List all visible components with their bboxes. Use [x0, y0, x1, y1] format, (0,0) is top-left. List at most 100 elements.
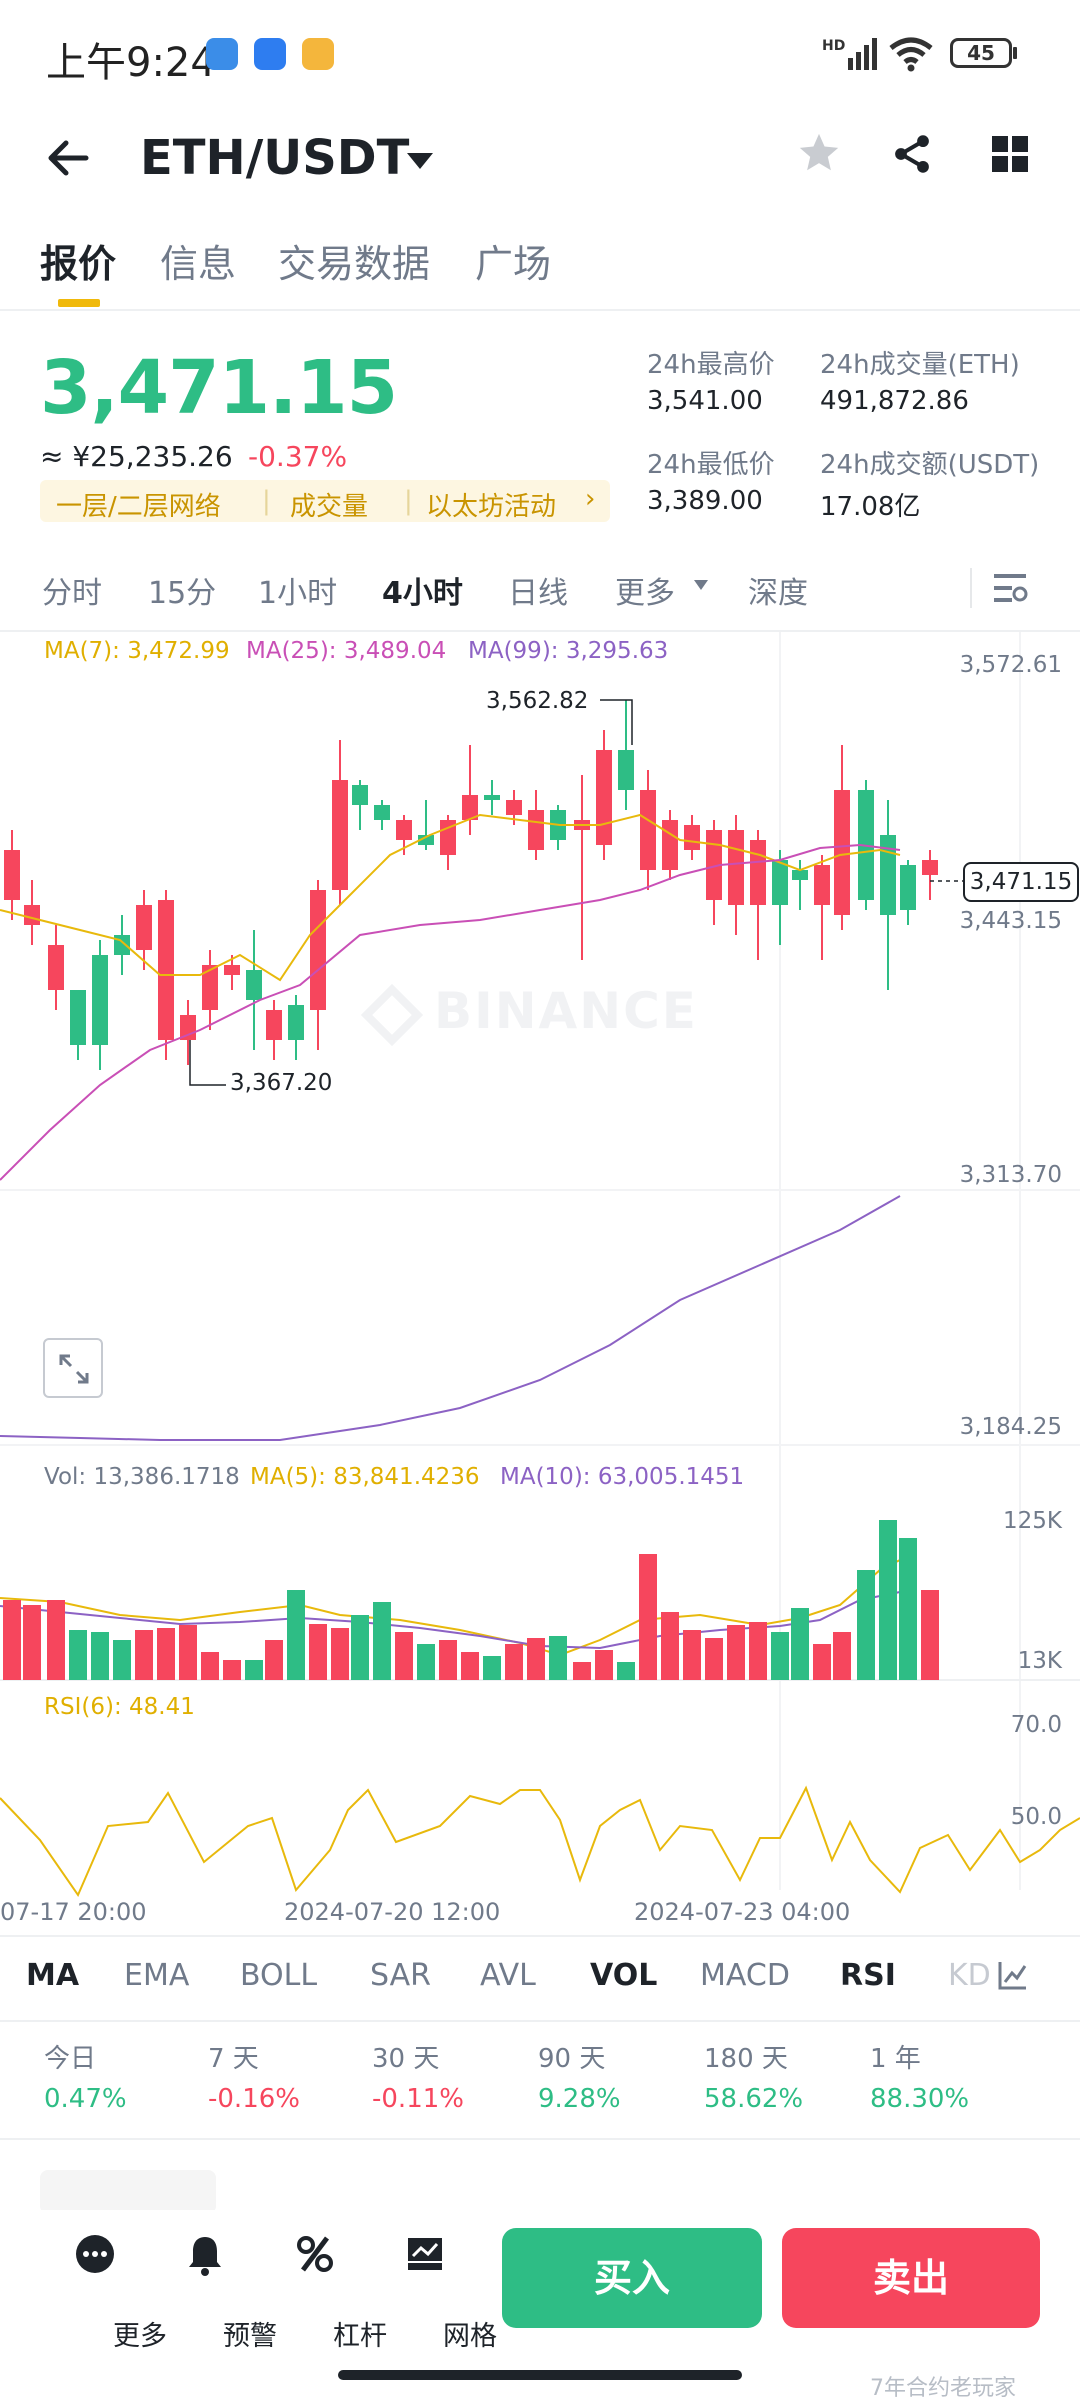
indicator-boll[interactable]: BOLL [240, 1958, 318, 1993]
interval-more[interactable]: 更多 [615, 576, 675, 611]
tag-bar[interactable]: 一层/二层网络 | 成交量 | 以太坊活动 › [40, 480, 610, 522]
vol-usdt-label: 24h成交额(USDT) [820, 450, 1040, 480]
candle-body [728, 830, 744, 905]
buy-button[interactable]: 买入 [502, 2228, 762, 2328]
high-annotation-leader [600, 699, 633, 745]
fullscreen-button[interactable] [43, 1338, 103, 1398]
vol-usdt-value: 17.08亿 [820, 492, 921, 522]
price-axis-mid: 3,443.15 [959, 908, 1062, 934]
volume-bar [23, 1605, 41, 1680]
indicator-ema[interactable]: EMA [124, 1958, 190, 1993]
perf-value-7d: -0.16% [208, 2084, 300, 2114]
candle-body [288, 1005, 304, 1040]
current-price-tag: 3,471.15 [963, 862, 1079, 902]
status-time: 上午9:24 [46, 40, 216, 86]
tab-quote[interactable]: 报价 [40, 242, 117, 286]
candle-body [662, 820, 678, 870]
volume-bar [201, 1652, 219, 1680]
cny-price: ≈ ¥25,235.26 [40, 440, 233, 473]
corner-watermark: 7年合约老玩家 [870, 2376, 1016, 2400]
candle-body [640, 790, 656, 870]
candle-body [374, 805, 390, 820]
bell-icon [189, 2237, 221, 2276]
tag-volume[interactable]: 成交量 [290, 492, 369, 522]
vol-axis-bottom: 13K [1017, 1648, 1062, 1674]
candle-body [332, 780, 348, 890]
indicator-settings-icon[interactable] [996, 1958, 1030, 1992]
ma7-legend: MA(7): 3,472.99 [44, 638, 230, 664]
low-annotation-leader [189, 1040, 226, 1086]
indicator-vol[interactable]: VOL [590, 1958, 658, 1993]
rsi-axis-50: 50.0 [1010, 1804, 1062, 1830]
volume-bar [157, 1628, 175, 1680]
interval-1h[interactable]: 1小时 [258, 576, 338, 611]
price-axis-bottom: 3,184.25 [959, 1414, 1062, 1440]
vol-legend: Vol: 13,386.1718 [44, 1464, 240, 1490]
volume-bar [439, 1640, 457, 1680]
candle-body [684, 825, 700, 850]
order-book-tab-peek[interactable] [40, 2170, 216, 2214]
grid-menu-icon[interactable] [990, 134, 1030, 174]
interval-timeline[interactable]: 分时 [42, 576, 102, 611]
candle-body [528, 810, 544, 850]
star-icon[interactable] [796, 130, 842, 176]
indicator-macd[interactable]: MACD [700, 1958, 790, 1993]
tag-eth-activity[interactable]: 以太坊活动 [426, 492, 557, 522]
vol-eth-label: 24h成交量(ETH) [820, 350, 1020, 380]
sell-button[interactable]: 卖出 [782, 2228, 1040, 2328]
nav-margin-label: 杠杆 [333, 2321, 387, 2352]
candle-body [48, 945, 64, 990]
volume-bar [113, 1640, 131, 1680]
chart-settings-icon[interactable] [990, 570, 1030, 606]
volume-bar [705, 1638, 723, 1680]
back-arrow-icon[interactable] [44, 134, 92, 182]
perf-label-7d: 7 天 [208, 2044, 259, 2074]
indicator-sar[interactable]: SAR [370, 1958, 431, 1993]
expand-icon [59, 1354, 89, 1384]
share-icon[interactable] [890, 132, 934, 176]
volume-bar [135, 1630, 153, 1680]
ma99-legend: MA(99): 3,295.63 [468, 638, 669, 664]
high-annotation: 3,562.82 [486, 688, 589, 714]
caret-down-icon[interactable] [405, 150, 435, 172]
candle-body [136, 905, 152, 950]
top-tabs: 报价 信息 交易数据 广场 [0, 225, 1080, 310]
percent-icon [297, 2236, 333, 2272]
rsi-line [0, 1785, 1080, 1898]
candle-body [396, 820, 412, 840]
indicator-kd[interactable]: KD [948, 1958, 991, 1993]
volume-bar [527, 1638, 545, 1680]
pair-title[interactable]: ETH/USDT [140, 130, 410, 186]
interval-1d[interactable]: 日线 [508, 576, 568, 611]
lark-icon [254, 38, 286, 70]
interval-depth[interactable]: 深度 [748, 576, 808, 611]
tab-info[interactable]: 信息 [160, 242, 237, 286]
price-chart[interactable] [0, 630, 1080, 1930]
tab-square[interactable]: 广场 [475, 242, 552, 286]
interval-4h[interactable]: 4小时 [382, 576, 463, 611]
indicator-ma[interactable]: MA [26, 1958, 80, 1993]
battery-tip [1013, 47, 1017, 59]
volume-bar [813, 1644, 831, 1680]
perf-label-90d: 90 天 [538, 2044, 606, 2074]
tab-trading-data[interactable]: 交易数据 [278, 242, 431, 286]
header: ETH/USDT [0, 110, 1080, 220]
volume-bar [857, 1570, 875, 1680]
perf-label-today: 今日 [44, 2044, 97, 2074]
indicator-avl[interactable]: AVL [480, 1958, 536, 1993]
ma7-line [0, 813, 901, 982]
perf-label-180d: 180 天 [704, 2044, 788, 2074]
time-label: 07-17 20:00 [0, 1898, 147, 1926]
time-label: 2024-07-20 12:00 [284, 1898, 501, 1926]
divider [0, 2138, 1080, 2140]
perf-value-1y: 88.30% [870, 2084, 970, 2114]
interval-15m[interactable]: 15分 [148, 576, 217, 611]
volume-bar [373, 1602, 391, 1680]
tag-layer-network[interactable]: 一层/二层网络 [56, 492, 221, 522]
indicator-rsi[interactable]: RSI [840, 1958, 896, 1993]
tag-separator: | [404, 486, 413, 516]
ma25-legend: MA(25): 3,489.04 [246, 638, 447, 664]
volume-bar [639, 1554, 657, 1680]
caret-down-icon[interactable] [692, 578, 710, 592]
volume-bar [683, 1630, 701, 1680]
